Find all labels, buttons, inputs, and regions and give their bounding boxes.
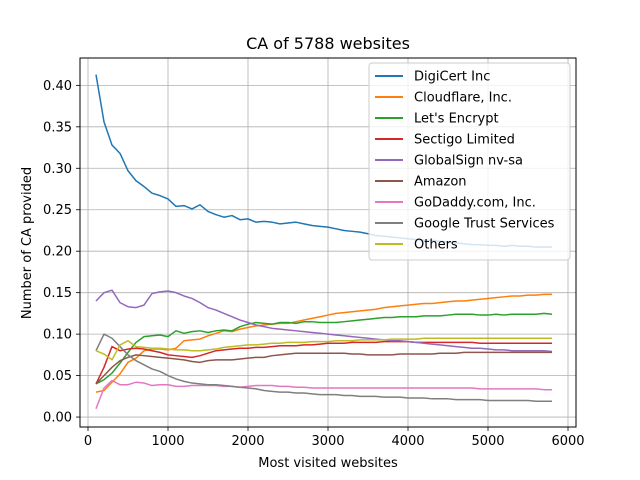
legend-label: Others bbox=[414, 238, 458, 253]
series-line-google-trust-services bbox=[95, 333, 552, 403]
legend-box bbox=[368, 62, 571, 261]
legend-label: DigiCert Inc bbox=[414, 70, 490, 85]
chart-title: CA of 5788 websites bbox=[246, 34, 410, 53]
series-line-godaddy-com-inc bbox=[95, 379, 552, 410]
y-tick-label: 0.00 bbox=[43, 411, 72, 426]
legend-label: Amazon bbox=[414, 175, 467, 190]
legend-label: Sectigo Limited bbox=[414, 133, 515, 148]
legend-label: GoDaddy.com, Inc. bbox=[414, 196, 536, 211]
legend-label: GlobalSign nv-sa bbox=[414, 154, 523, 169]
x-tick-label: 5000 bbox=[471, 434, 504, 449]
y-tick-label: 0.35 bbox=[43, 120, 72, 135]
series-line-amazon bbox=[95, 351, 552, 385]
y-tick-label: 0.20 bbox=[43, 245, 72, 260]
series-line-globalsign-nv-sa bbox=[95, 289, 553, 353]
y-tick-label: 0.40 bbox=[43, 79, 72, 94]
y-tick-label: 0.10 bbox=[43, 328, 72, 343]
x-tick-label: 3000 bbox=[311, 434, 344, 449]
y-tick-label: 0.25 bbox=[43, 203, 72, 218]
x-axis-title: Most visited websites bbox=[258, 456, 398, 471]
series-lines bbox=[95, 74, 553, 410]
y-axis-title: Number of CA provided bbox=[20, 167, 35, 319]
y-tick-label: 0.15 bbox=[43, 286, 72, 301]
series-line-others bbox=[95, 337, 552, 361]
axis-ticks: 0 1000 2000 3000 4000 5000 6000 0.00 0.05 0.10 0.1… bbox=[43, 79, 585, 449]
x-tick-label: 4000 bbox=[391, 434, 424, 449]
legend-label: Cloudflare, Inc. bbox=[414, 91, 512, 106]
x-tick-label: 1000 bbox=[151, 434, 184, 449]
series-line-let-s-encrypt bbox=[95, 312, 553, 385]
legend-label: Let's Encrypt bbox=[414, 112, 499, 127]
legend-label: Google Trust Services bbox=[414, 217, 555, 232]
x-tick-label: 2000 bbox=[231, 434, 264, 449]
series-line-sectigo-limited bbox=[95, 340, 552, 385]
x-tick-label: 6000 bbox=[551, 434, 584, 449]
legend: DigiCert Inc Cloudflare, Inc. Let's Encryp… bbox=[368, 62, 571, 261]
x-tick-label: 0 bbox=[84, 434, 92, 449]
y-tick-label: 0.30 bbox=[43, 162, 72, 177]
y-tick-label: 0.05 bbox=[43, 369, 72, 384]
